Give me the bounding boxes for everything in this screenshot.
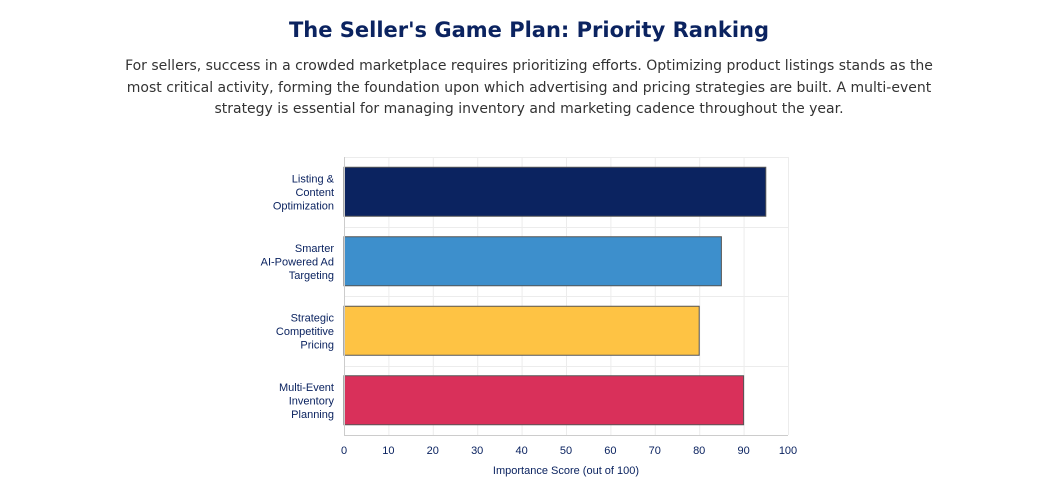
y-category-label-line: AI-Powered Ad (261, 256, 334, 268)
y-category-label-line: Optimization (273, 200, 334, 212)
y-category-label-line: Strategic (291, 312, 335, 324)
y-category-label: Smarter AI-Powered Ad Targeting (261, 243, 335, 282)
y-category-label-line: Smarter (295, 243, 334, 255)
x-tick-label: 70 (649, 445, 661, 457)
bar-4 (343, 375, 745, 426)
y-category-label-line: Multi-Event (279, 382, 334, 394)
x-tick-label: 30 (471, 445, 483, 457)
y-category-label-line: Competitive (276, 326, 334, 338)
x-tick-label: 60 (604, 445, 616, 457)
x-tick-label: 10 (382, 445, 394, 457)
bar-2 (343, 236, 722, 287)
x-tick-label: 90 (737, 445, 749, 457)
x-tick-label: 20 (427, 445, 439, 457)
y-category-label-line: Inventory (289, 395, 335, 407)
page-description: For sellers, success in a crowded market… (125, 58, 933, 117)
y-category-label-line: Pricing (300, 339, 334, 351)
y-category-label: Listing & Content Optimization (273, 173, 335, 212)
bar-1 (343, 166, 767, 217)
y-category-label-line: Planning (291, 409, 334, 421)
x-tick-label: 100 (779, 445, 797, 457)
x-tick-label: 0 (341, 445, 347, 457)
y-category-label-line: Targeting (289, 270, 334, 282)
y-category-label: Strategic Competitive Pricing (276, 312, 335, 351)
y-category-label-line: Content (295, 187, 334, 199)
bar-3 (343, 305, 700, 356)
x-tick-label: 80 (693, 445, 705, 457)
y-category-label-line: Listing & (292, 173, 335, 185)
x-tick-label: 40 (515, 445, 527, 457)
page-title: The Seller's Game Plan: Priority Ranking (288, 18, 770, 42)
x-tick-label: 50 (560, 445, 572, 457)
x-axis-title: Importance Score (out of 100) (493, 465, 639, 477)
y-category-label: Multi-Event Inventory Planning (279, 382, 335, 421)
